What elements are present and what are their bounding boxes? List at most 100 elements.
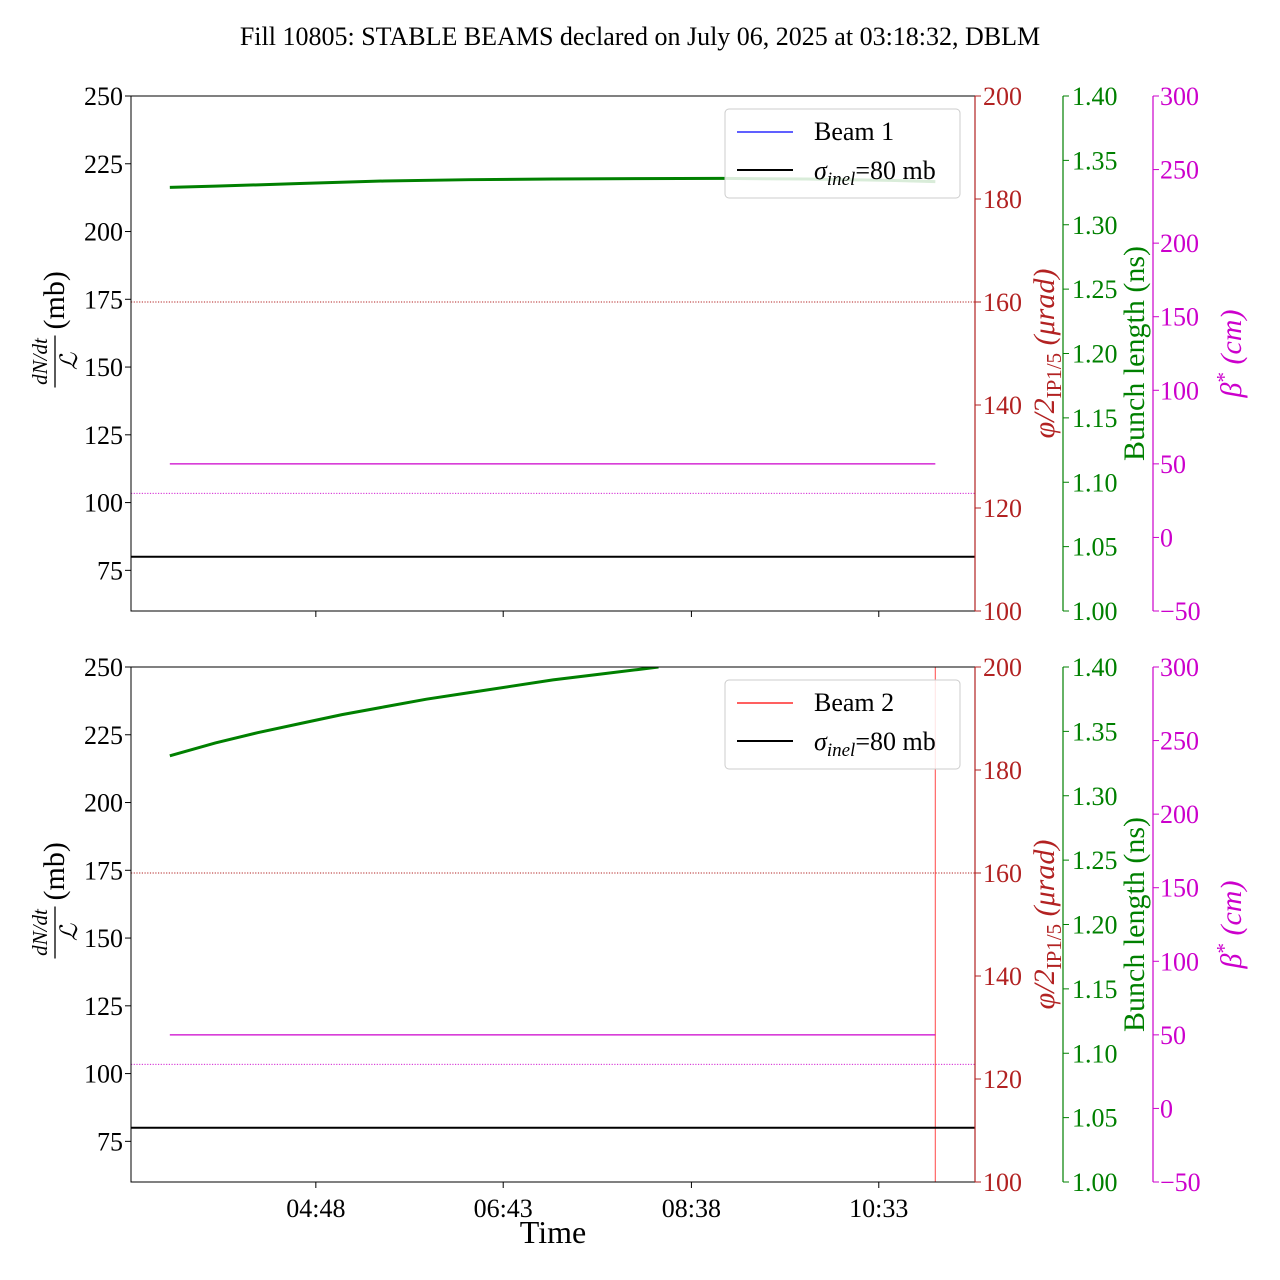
right2-tick-label-top-6: 1.30 — [1072, 211, 1118, 240]
legend-label-sigma-bottom: σinel=80 mb — [814, 727, 936, 761]
left-tick-label-bottom-6: 225 — [84, 721, 123, 750]
right2-tick-label-bottom-6: 1.30 — [1072, 782, 1118, 811]
legend-bottom: Beam 2 σinel=80 mb — [724, 679, 961, 770]
right2-tick-label-bottom-3: 1.15 — [1072, 975, 1118, 1004]
right2-tick-label-top-8: 1.40 — [1072, 82, 1118, 111]
series-line-bottom-2 — [169, 667, 659, 758]
plot-area-bottom — [131, 667, 975, 1182]
panels: 75 100 125 150 175 200 225 250 100 120 140 160 180 20… — [28, 82, 1248, 1223]
ylabel-right3-sup-top: * — [1212, 372, 1236, 383]
right1-tick-label-top-2: 140 — [983, 391, 1022, 420]
right1-tick-label-bottom-1: 120 — [983, 1065, 1022, 1094]
left-tick-label-top-4: 175 — [84, 285, 123, 314]
ylabel-right3-main-top: β — [1215, 382, 1248, 398]
right2-tick-label-top-3: 1.15 — [1072, 404, 1118, 433]
right3-tick-label-top-2: 50 — [1160, 450, 1186, 479]
left-tick-label-bottom-7: 250 — [84, 653, 123, 682]
ylabel-right1-sub-bottom: IP1/5 — [1042, 924, 1066, 970]
ylabel-left-bottom: dN/dt ℒ (mb) — [28, 842, 83, 959]
ylabel-right2-top: Bunch length (ns) — [1118, 246, 1151, 461]
right3-tick-label-top-6: 250 — [1160, 156, 1199, 185]
right2-tick-label-bottom-2: 1.10 — [1072, 1039, 1118, 1068]
left-tick-label-top-1: 100 — [84, 489, 123, 518]
ylabel-left-numerator-bottom: dN/dt — [28, 908, 52, 956]
x-axis-label: Time — [520, 1214, 586, 1250]
legend-box-bottom — [724, 679, 961, 770]
legend-label-beam-bottom: Beam 2 — [814, 688, 894, 717]
right3-tick-label-bottom-3: 100 — [1160, 947, 1199, 976]
ylabel-right3-main-bottom: β — [1215, 953, 1248, 969]
left-tick-label-bottom-1: 100 — [84, 1060, 123, 1089]
x-tick-label-bottom-2: 08:38 — [662, 1194, 721, 1223]
x-tick-label-bottom-3: 10:33 — [849, 1194, 908, 1223]
right2-tick-label-bottom-5: 1.25 — [1072, 846, 1118, 875]
right2-tick-label-top-7: 1.35 — [1072, 146, 1118, 175]
panel-top: 75 100 125 150 175 200 225 250 100 120 140 160 180 20… — [28, 82, 1248, 626]
left-tick-label-top-6: 225 — [84, 150, 123, 179]
left-tick-label-bottom-5: 200 — [84, 789, 123, 818]
right1-tick-label-bottom-2: 140 — [983, 962, 1022, 991]
ylabel-left-denominator-top: ℒ — [57, 352, 83, 370]
left-tick-label-bottom-3: 150 — [84, 924, 123, 953]
left-tick-label-top-7: 250 — [84, 82, 123, 111]
right3-tick-label-top-0: −50 — [1160, 597, 1201, 626]
right1-tick-label-bottom-4: 180 — [983, 756, 1022, 785]
legend-sigma-sub-bottom: inel — [827, 740, 856, 761]
legend-top: Beam 1 σinel=80 mb — [724, 108, 961, 199]
right2-tick-label-top-0: 1.00 — [1072, 597, 1118, 626]
right3-tick-label-top-1: 0 — [1160, 523, 1173, 552]
panel-bottom: 75 100 125 150 175 200 225 250 100 120 140 160 180 20… — [28, 653, 1248, 1223]
legend-sigma-main-top: σ — [814, 156, 828, 185]
right3-tick-label-bottom-6: 250 — [1160, 727, 1199, 756]
ylabel-left-unit-bottom: (mb) — [38, 842, 71, 900]
ylabel-left-numerator-top: dN/dt — [28, 337, 52, 385]
right1-tick-label-top-4: 180 — [983, 185, 1022, 214]
ylabel-right1-unit-bottom: (μrad) — [1028, 840, 1061, 924]
right2-tick-label-top-4: 1.20 — [1072, 340, 1118, 369]
left-tick-label-bottom-4: 175 — [84, 856, 123, 885]
right3-tick-label-bottom-4: 150 — [1160, 874, 1199, 903]
figure-title: Fill 10805: STABLE BEAMS declared on Jul… — [240, 22, 1040, 51]
right2-tick-label-top-5: 1.25 — [1072, 275, 1118, 304]
ylabel-right3-bottom: β* (cm) — [1212, 881, 1248, 970]
right3-tick-label-bottom-1: 0 — [1160, 1094, 1173, 1123]
left-tick-label-top-3: 150 — [84, 353, 123, 382]
right2-tick-label-top-2: 1.10 — [1072, 468, 1118, 497]
right3-tick-label-bottom-7: 300 — [1160, 653, 1199, 682]
right1-tick-label-top-0: 100 — [983, 597, 1022, 626]
right2-tick-label-top-1: 1.05 — [1072, 533, 1118, 562]
right2-tick-label-bottom-4: 1.20 — [1072, 911, 1118, 940]
right1-tick-label-bottom-3: 160 — [983, 859, 1022, 888]
right3-tick-label-bottom-5: 200 — [1160, 800, 1199, 829]
right1-tick-label-bottom-5: 200 — [983, 653, 1022, 682]
right2-tick-label-bottom-1: 1.05 — [1072, 1104, 1118, 1133]
legend-label-beam-top: Beam 1 — [814, 117, 894, 146]
ylabel-right3-sup-bottom: * — [1212, 943, 1236, 954]
right3-tick-label-top-3: 100 — [1160, 376, 1199, 405]
right1-tick-label-bottom-0: 100 — [983, 1168, 1022, 1197]
legend-sigma-rest-top: =80 mb — [855, 156, 935, 185]
ylabel-right1-main-bottom: φ/2 — [1028, 969, 1061, 1009]
ylabel-right3-unit-top: (cm) — [1215, 310, 1248, 372]
ylabel-left-top: dN/dt ℒ (mb) — [28, 271, 83, 388]
ylabel-right1-main-top: φ/2 — [1028, 398, 1061, 438]
legend-sigma-sub-top: inel — [827, 169, 856, 190]
legend-box-top — [724, 108, 961, 199]
ylabel-right1-unit-top: (μrad) — [1028, 269, 1061, 353]
right1-tick-label-top-3: 160 — [983, 288, 1022, 317]
right1-tick-label-top-1: 120 — [983, 494, 1022, 523]
right3-tick-label-bottom-0: −50 — [1160, 1168, 1201, 1197]
legend-sigma-rest-bottom: =80 mb — [855, 727, 935, 756]
ylabel-right1-top: φ/2IP1/5 (μrad) — [1028, 269, 1066, 439]
right2-tick-label-bottom-7: 1.35 — [1072, 717, 1118, 746]
left-tick-label-top-5: 200 — [84, 218, 123, 247]
right3-tick-label-bottom-2: 50 — [1160, 1021, 1186, 1050]
right3-tick-label-top-7: 300 — [1160, 82, 1199, 111]
left-tick-label-bottom-0: 75 — [97, 1127, 123, 1156]
ylabel-right1-sub-top: IP1/5 — [1042, 353, 1066, 399]
left-tick-label-bottom-2: 125 — [84, 992, 123, 1021]
left-tick-label-top-2: 125 — [84, 421, 123, 450]
legend-sigma-main-bottom: σ — [814, 727, 828, 756]
ylabel-right2-bottom: Bunch length (ns) — [1118, 817, 1151, 1032]
